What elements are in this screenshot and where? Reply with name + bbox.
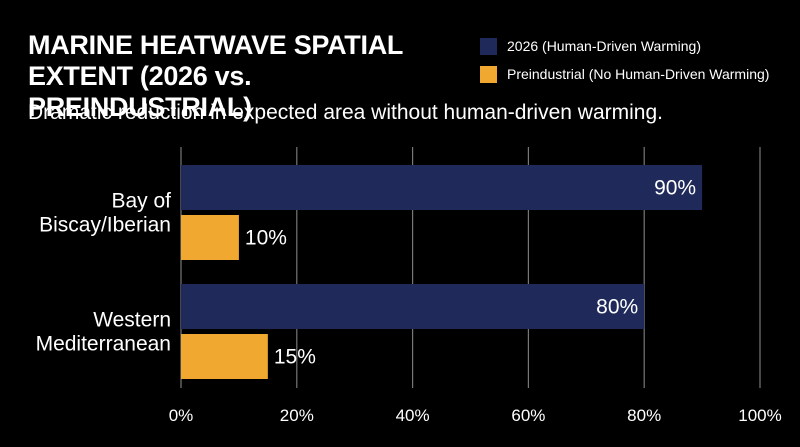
bar <box>181 334 268 379</box>
category-label: Western Mediterranean <box>36 309 171 356</box>
chart-legend: 2026 (Human-Driven Warming) Preindustria… <box>480 36 769 92</box>
x-tick-label: 100% <box>738 406 781 425</box>
bar-value-label: 15% <box>274 346 316 369</box>
bar <box>181 165 703 210</box>
x-tick-label: 0% <box>169 406 194 425</box>
chart-subtitle: Dramatic reduction in expected area with… <box>28 101 663 124</box>
bar-value-label: 90% <box>654 177 696 200</box>
bar <box>181 215 239 260</box>
legend-label-preindustrial: Preindustrial (No Human-Driven Warming) <box>507 66 770 82</box>
legend-swatch-preindustrial <box>480 65 497 83</box>
x-tick-label: 80% <box>627 406 661 425</box>
category-label: Bay of Biscay/Iberian <box>39 190 171 237</box>
x-tick-label: 40% <box>396 406 430 425</box>
legend-item-preindustrial: Preindustrial (No Human-Driven Warming) <box>480 64 769 84</box>
legend-swatch-2026 <box>480 37 497 55</box>
bar <box>181 284 645 329</box>
x-tick-label: 60% <box>511 406 545 425</box>
bar-value-label: 80% <box>596 296 638 319</box>
legend-label-2026: 2026 (Human-Driven Warming) <box>507 38 701 54</box>
legend-item-2026: 2026 (Human-Driven Warming) <box>480 36 769 56</box>
chart-title: MARINE HEATWAVE SPATIAL EXTENT (2026 vs.… <box>28 30 403 122</box>
x-tick-label: 20% <box>280 406 314 425</box>
bar-value-label: 10% <box>245 227 287 250</box>
